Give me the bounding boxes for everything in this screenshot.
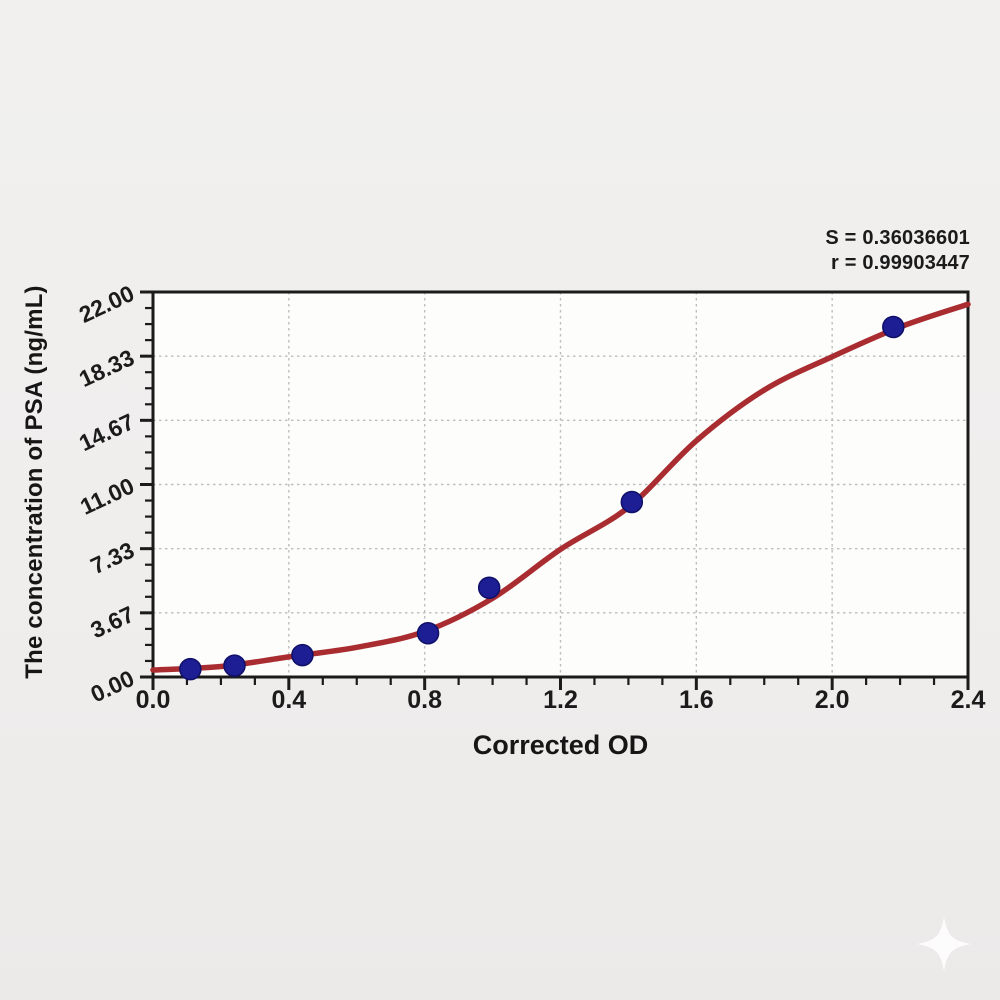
x-tick-label: 1.2: [543, 686, 578, 714]
y-tick-label: 7.33: [87, 537, 139, 579]
y-tick-label: 22.00: [75, 280, 138, 328]
y-tick-label: 14.67: [75, 408, 138, 456]
data-point: [620, 490, 644, 514]
x-tick-label: 2.0: [815, 686, 850, 714]
fit-statistics: S = 0.36036601 r = 0.99903447: [825, 226, 970, 276]
plot-frame: [151, 290, 970, 679]
data-point: [416, 622, 440, 645]
data-point: [223, 654, 246, 677]
y-tick-label: 11.00: [76, 472, 138, 519]
x-tick-label: 0.8: [407, 686, 442, 714]
x-tick-label: 0.4: [271, 686, 306, 714]
fit-curve: [150, 301, 971, 673]
data-point: [882, 315, 905, 339]
x-tick-label: 2.4: [951, 686, 986, 714]
data-point: [477, 576, 501, 599]
x-tick-label: 0.0: [136, 686, 171, 714]
y-tick-label: 18.33: [75, 344, 138, 392]
r-value-label: r = 0.99903447: [830, 252, 970, 274]
data-point: [179, 657, 202, 681]
x-tick-label: 1.6: [679, 686, 714, 714]
data-point: [291, 643, 314, 667]
y-tick-label: 0.00: [87, 665, 139, 707]
x-axis-title: Corrected OD: [472, 730, 649, 760]
s-value-label: S = 0.36036601: [825, 227, 970, 249]
sparkle-watermark-icon: [917, 917, 971, 971]
y-tick-label: 3.67: [87, 601, 139, 643]
